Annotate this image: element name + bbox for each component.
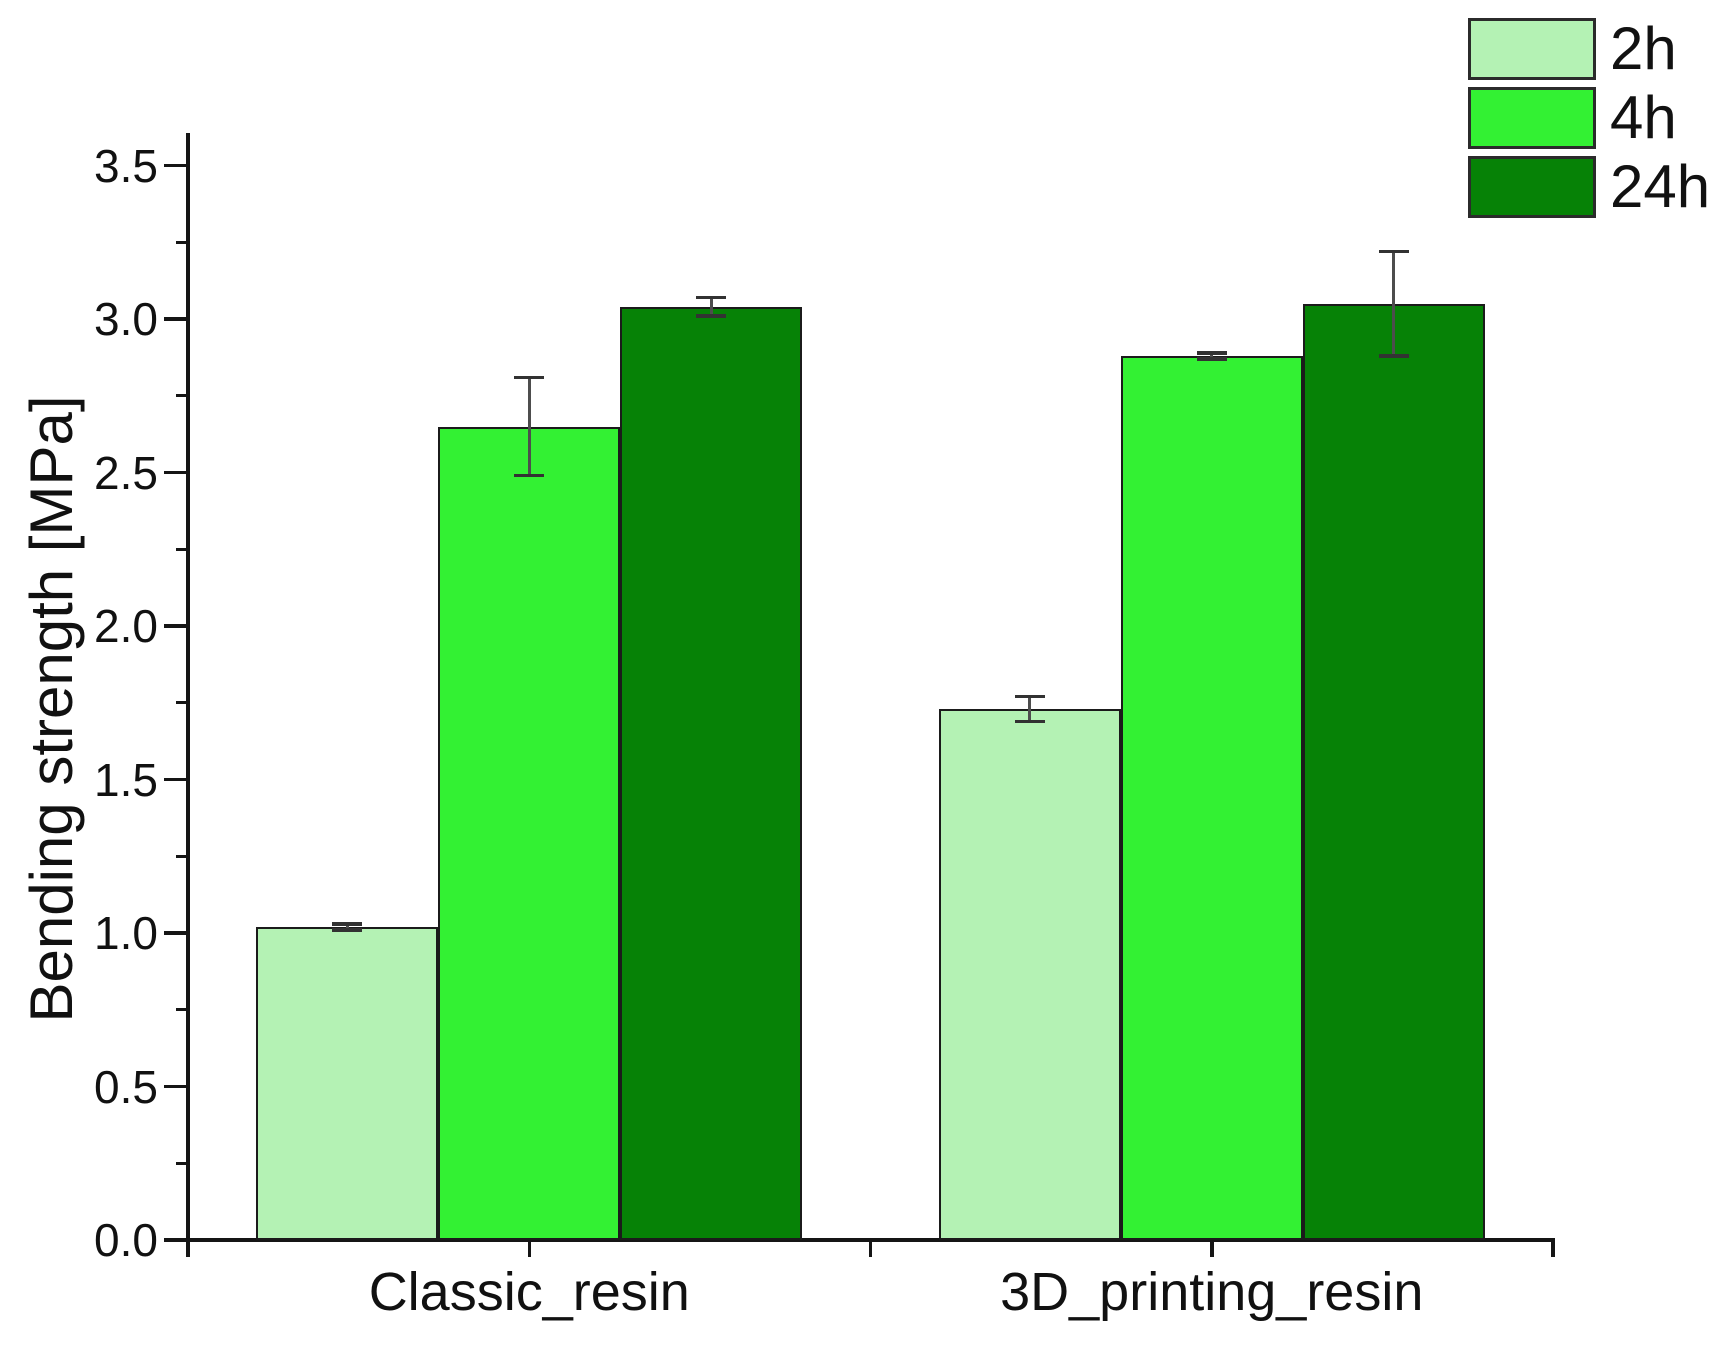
y-axis-title: Bending strength [MPa] <box>18 395 85 1023</box>
y-tick-label: 1.0 <box>94 907 158 960</box>
error-cap-bottom <box>514 473 545 478</box>
legend-label: 4h <box>1610 84 1677 151</box>
legend: 2h 4h 24h <box>1468 18 1710 218</box>
error-cap-bottom <box>1014 719 1045 723</box>
y-minor-tick <box>176 547 188 551</box>
y-tick-label: 2.0 <box>94 600 158 653</box>
x-tick-label: 3D_printing_resin <box>1000 1262 1424 1322</box>
x-boundary-tick <box>186 1240 190 1257</box>
legend-label: 2h <box>1610 15 1677 82</box>
error-bar-24h-Classic_resin <box>709 297 713 317</box>
y-major-tick <box>164 163 188 168</box>
x-boundary-tick <box>868 1240 873 1257</box>
x-center-tick <box>1210 1240 1214 1257</box>
y-major-tick <box>164 624 188 628</box>
legend-item-4h: 4h <box>1468 87 1710 149</box>
legend-swatch-4h <box>1468 87 1596 149</box>
bar-4h-Classic_resin <box>438 426 621 1240</box>
error-bar-2h-Classic_resin <box>345 923 349 930</box>
error-bar-24h-3D_printing_resin <box>1392 251 1396 356</box>
legend-item-24h: 24h <box>1468 156 1710 218</box>
y-minor-tick <box>176 854 188 858</box>
y-minor-tick <box>176 240 188 244</box>
y-major-tick <box>164 1084 188 1089</box>
y-minor-tick <box>176 1008 188 1012</box>
error-cap-top <box>514 375 545 380</box>
error-bar-2h-3D_printing_resin <box>1028 696 1032 722</box>
error-cap-bottom <box>332 928 363 932</box>
bar-24h-3D_printing_resin <box>1302 303 1485 1240</box>
error-cap-bottom <box>1378 354 1409 358</box>
error-bar-4h-3D_printing_resin <box>1210 352 1214 360</box>
bar-2h-Classic_resin <box>256 926 439 1240</box>
y-tick-label: 1.5 <box>94 753 158 806</box>
y-tick-label: 0.0 <box>94 1214 158 1266</box>
y-major-tick <box>164 317 188 321</box>
error-bar-4h-Classic_resin <box>527 377 531 476</box>
y-minor-tick <box>176 701 188 705</box>
y-tick-label: 0.5 <box>94 1060 158 1113</box>
x-boundary-tick <box>1551 1240 1555 1257</box>
y-tick-label: 2.5 <box>94 446 158 499</box>
y-minor-tick <box>176 1161 188 1165</box>
y-major-tick <box>164 931 188 935</box>
legend-item-2h: 2h <box>1468 18 1710 80</box>
y-minor-tick <box>176 394 188 398</box>
y-major-tick <box>164 777 188 782</box>
x-tick-label: Classic_resin <box>368 1262 690 1322</box>
legend-swatch-2h <box>1468 18 1596 80</box>
x-center-tick <box>527 1240 531 1257</box>
legend-swatch-24h <box>1468 156 1596 218</box>
y-axis-line <box>186 133 190 1242</box>
error-cap-bottom <box>1196 357 1227 361</box>
error-cap-top <box>696 295 727 300</box>
bar-4h-3D_printing_resin <box>1120 356 1303 1240</box>
error-cap-top <box>1378 249 1409 254</box>
bar-2h-3D_printing_resin <box>938 708 1121 1240</box>
error-cap-top <box>1196 351 1227 355</box>
y-major-tick <box>164 470 188 475</box>
y-tick-label: 3.0 <box>94 293 158 346</box>
bar-24h-Classic_resin <box>620 306 803 1240</box>
legend-label: 24h <box>1610 153 1711 220</box>
y-tick-label: 3.5 <box>94 139 158 192</box>
y-major-tick <box>164 1238 188 1242</box>
error-cap-top <box>1014 694 1045 699</box>
error-cap-top <box>332 922 363 926</box>
error-cap-bottom <box>696 314 727 318</box>
